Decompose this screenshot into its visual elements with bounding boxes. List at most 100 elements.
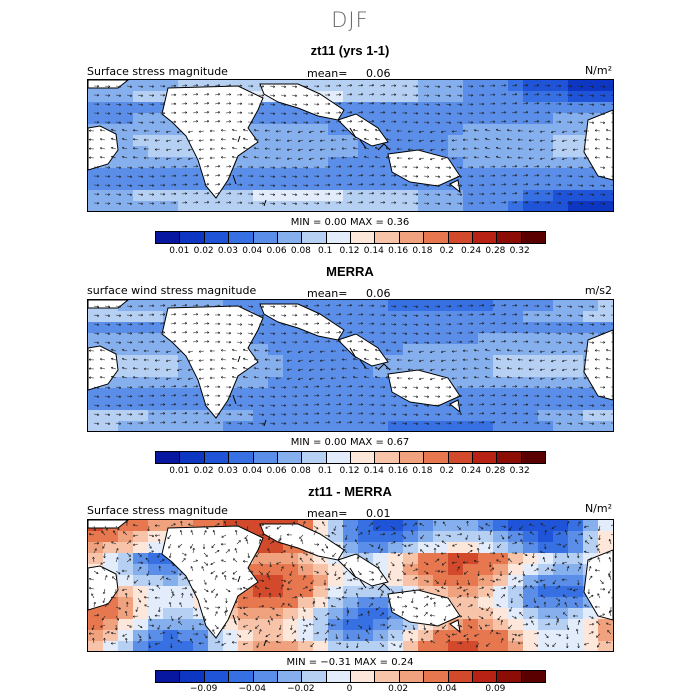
colorbar-label: 0.02: [388, 684, 409, 694]
colorbar-swatch: [302, 452, 327, 463]
colorbar-label: 0.16: [388, 466, 409, 476]
colorbar-label: 0.04: [242, 246, 263, 256]
colorbar-swatch: [180, 452, 205, 463]
panel-3-colorbar: [155, 670, 546, 683]
colorbar-swatch: [521, 232, 545, 243]
map-field: [88, 520, 613, 651]
colorbar-swatch: [204, 232, 230, 243]
colorbar-swatch: [351, 452, 376, 463]
colorbar-swatch: [472, 452, 498, 463]
colorbar-swatch: [399, 232, 425, 243]
panel-2-unit: m/s2: [584, 284, 612, 297]
colorbar-swatch: [424, 671, 449, 682]
colorbar-swatch: [302, 232, 327, 243]
figure-title: DJF: [331, 8, 369, 32]
colorbar-swatch: [326, 671, 351, 682]
colorbar-label: 0.04: [436, 684, 457, 694]
colorbar-swatch: [375, 232, 400, 243]
panel-3-mean-label: mean=: [307, 507, 348, 520]
colorbar-label: 0.06: [266, 466, 287, 476]
panel-1-map: [87, 79, 614, 212]
panel-1-unit: N/m²: [584, 64, 612, 77]
panel-2-map: [87, 299, 614, 432]
colorbar-label: 0.1: [318, 466, 333, 476]
panel-1-minmax: MIN = 0.00 MAX = 0.36: [290, 217, 410, 228]
colorbar-label: −0.09: [189, 684, 218, 694]
colorbar-label: 0.08: [290, 246, 311, 256]
colorbar-swatch: [204, 452, 230, 463]
colorbar-label: 0.24: [461, 466, 482, 476]
colorbar-swatch: [497, 232, 522, 243]
panel-3-variable: Surface stress magnitude: [87, 504, 228, 517]
colorbar-label: 0.01: [169, 466, 190, 476]
colorbar-label: 0.12: [339, 246, 360, 256]
panel-1-mean-value: 0.06: [366, 67, 391, 80]
colorbar-swatch: [375, 671, 400, 682]
colorbar-swatch: [180, 232, 205, 243]
colorbar-label: 0.28: [485, 246, 506, 256]
panel-2-mean-value: 0.06: [366, 287, 391, 300]
colorbar-swatch: [497, 452, 522, 463]
colorbar-swatch: [253, 232, 278, 243]
colorbar-swatch: [180, 671, 205, 682]
colorbar-swatch: [472, 671, 498, 682]
panel-2-minmax: MIN = 0.00 MAX = 0.67: [290, 437, 410, 448]
panel-2-title: MERRA: [326, 264, 374, 279]
colorbar-swatch: [448, 452, 473, 463]
panel-1-colorbar: [155, 231, 546, 244]
panel-3-mean-value: 0.01: [366, 507, 391, 520]
panel-1-variable: Surface stress magnitude: [87, 65, 228, 78]
colorbar-swatch: [424, 232, 449, 243]
colorbar-label: 0.14: [363, 466, 384, 476]
colorbar-swatch: [497, 671, 522, 682]
colorbar-label: 0.2: [439, 466, 454, 476]
map-field: [88, 300, 613, 431]
colorbar-swatch: [521, 671, 545, 682]
map-field: [88, 80, 613, 211]
colorbar-swatch: [399, 671, 425, 682]
panel-3-colorbar-labels: −0.09 −0.04 −0.02 0 0.02 0.04 0.09: [155, 684, 544, 696]
colorbar-swatch: [351, 671, 376, 682]
colorbar-label: 0.24: [461, 246, 482, 256]
colorbar-label: 0.09: [485, 684, 506, 694]
colorbar-swatch: [277, 232, 303, 243]
colorbar-label: 0.06: [266, 246, 287, 256]
colorbar-swatch: [302, 671, 327, 682]
colorbar-swatch: [253, 671, 278, 682]
colorbar-label: 0.16: [388, 246, 409, 256]
panel-3-minmax: MIN = −0.31 MAX = 0.24: [286, 657, 414, 668]
colorbar-label: −0.04: [238, 684, 267, 694]
colorbar-label: 0: [346, 684, 353, 694]
colorbar-label: 0.02: [193, 466, 214, 476]
colorbar-swatch: [156, 452, 181, 463]
colorbar-swatch: [156, 671, 181, 682]
colorbar-label: 0.03: [217, 466, 238, 476]
colorbar-swatch: [229, 671, 254, 682]
colorbar-swatch: [277, 671, 303, 682]
colorbar-swatch: [424, 452, 449, 463]
colorbar-swatch: [448, 232, 473, 243]
panel-3-map: [87, 519, 614, 652]
colorbar-label: 0.14: [363, 246, 384, 256]
panel-2-mean-label: mean=: [307, 287, 348, 300]
colorbar-label: 0.04: [242, 466, 263, 476]
colorbar-label: 0.2: [439, 246, 454, 256]
colorbar-label: 0.03: [217, 246, 238, 256]
colorbar-label: 0.02: [193, 246, 214, 256]
colorbar-swatch: [326, 232, 351, 243]
colorbar-swatch: [277, 452, 303, 463]
colorbar-swatch: [253, 452, 278, 463]
colorbar-swatch: [156, 232, 181, 243]
colorbar-swatch: [229, 452, 254, 463]
panel-2-colorbar-labels: 0.01 0.02 0.03 0.04 0.06 0.08 0.1 0.12 0.14 0.16 0…: [155, 466, 544, 478]
colorbar-label: 0.32: [509, 466, 530, 476]
colorbar-label: 0.28: [485, 466, 506, 476]
panel-2-colorbar: [155, 451, 546, 464]
colorbar-label: 0.12: [339, 466, 360, 476]
colorbar-swatch: [326, 452, 351, 463]
colorbar-label: 0.18: [412, 246, 433, 256]
colorbar-label: 0.32: [509, 246, 530, 256]
colorbar-swatch: [229, 232, 254, 243]
colorbar-swatch: [399, 452, 425, 463]
panel-2-variable: surface wind stress magnitude: [87, 284, 257, 297]
